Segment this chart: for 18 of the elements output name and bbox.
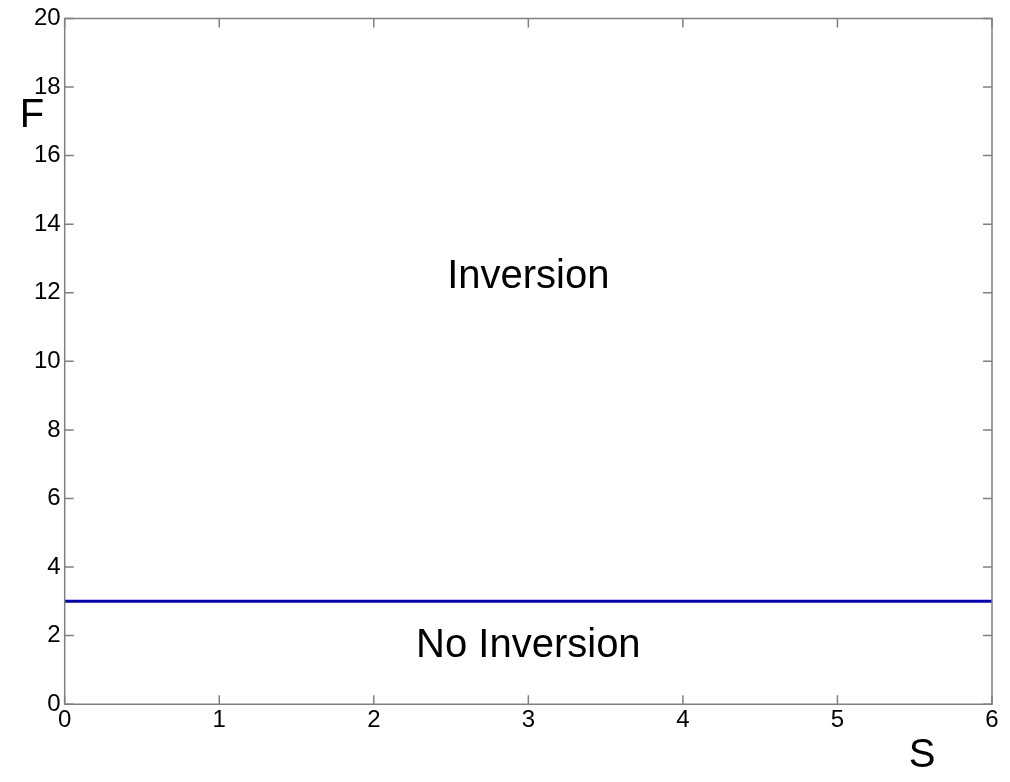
- y-tick-label: 12: [33, 277, 61, 305]
- y-tick-label: 8: [47, 414, 61, 442]
- x-tick-label: 3: [521, 705, 536, 733]
- x-tick-label: 5: [830, 705, 845, 733]
- y-tick-label: 10: [33, 345, 61, 373]
- y-tick-label: 6: [47, 483, 61, 511]
- x-tick-label: 6: [985, 705, 999, 733]
- x-tick-label: 2: [367, 705, 381, 733]
- x-axis-title: S: [908, 731, 936, 776]
- y-tick-label: 14: [33, 208, 61, 236]
- y-tick-label: 20: [33, 3, 61, 31]
- x-tick-label: 1: [212, 705, 226, 733]
- y-tick-label: 16: [33, 140, 61, 168]
- annotation: Inversion: [447, 251, 610, 296]
- y-tick-label: 4: [47, 551, 61, 579]
- annotation: No Inversion: [416, 620, 641, 665]
- x-tick-label: 4: [676, 705, 690, 733]
- y-tick-label: 2: [47, 620, 61, 648]
